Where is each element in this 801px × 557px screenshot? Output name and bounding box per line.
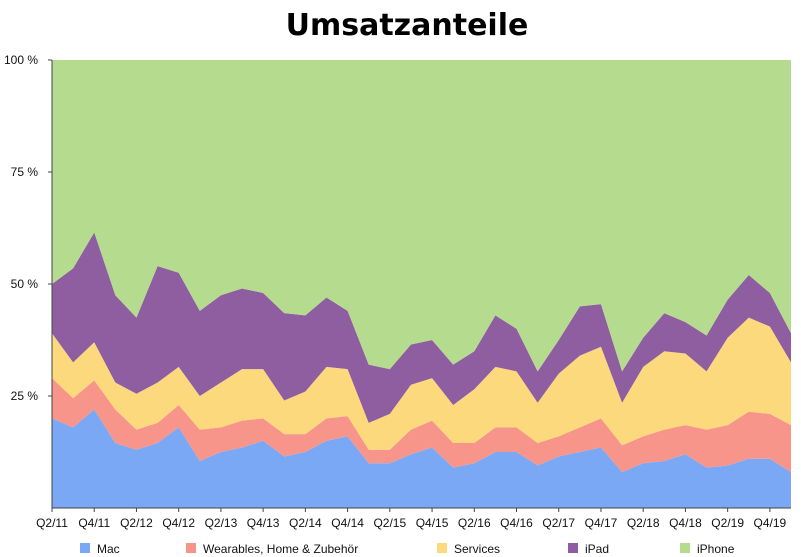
legend-item: iPad (568, 542, 609, 556)
x-tick-label: Q2/13 (205, 516, 238, 530)
x-tick-label: Q2/14 (289, 516, 322, 530)
chart-title: Umsatzanteile (286, 8, 529, 43)
plot-areas (52, 60, 791, 508)
x-tick-label: Q4/16 (500, 516, 533, 530)
x-tick-label: Q4/18 (669, 516, 702, 530)
x-axis-ticks: Q2/11 Q4/11 Q2/12 Q4/12 Q2/13 Q4/13 Q2/14 Q4/14… (36, 508, 787, 530)
legend-item: Wearables, Home & Zubehör (186, 542, 358, 556)
legend-swatch (80, 543, 90, 553)
area-series-4 (52, 60, 791, 372)
area-series-0 (52, 409, 791, 508)
x-tick-label: Q2/12 (120, 516, 153, 530)
legend: Mac Wearables, Home & Zubehör Services iPad… (80, 542, 735, 556)
x-tick-label: Q4/11 (78, 516, 110, 530)
legend-item: iPhone (680, 542, 735, 556)
area-series-1 (52, 378, 791, 473)
x-tick-label: Q2/15 (373, 516, 406, 530)
legend-label: Wearables, Home & Zubehör (203, 542, 358, 556)
legend-item: Mac (80, 542, 120, 556)
legend-item: Services (437, 542, 500, 556)
y-tick-label: 25 % (11, 389, 39, 403)
legend-swatch (680, 543, 690, 553)
x-tick-label: Q4/15 (416, 516, 449, 530)
legend-swatch (186, 543, 196, 553)
x-tick-label: Q4/17 (585, 516, 618, 530)
y-axis-ticks: 100 % 75 % 50 % 25 % (4, 53, 52, 403)
x-tick-label: Q4/12 (162, 516, 195, 530)
x-tick-label: Q4/19 (754, 516, 787, 530)
x-tick-label: Q2/11 (36, 516, 68, 530)
y-tick-label: 50 % (11, 277, 39, 291)
legend-swatch (568, 543, 578, 553)
area-series-2 (52, 317, 791, 450)
legend-label: iPhone (697, 542, 735, 556)
y-tick-label: 100 % (4, 53, 38, 67)
x-tick-label: Q2/19 (711, 516, 744, 530)
area-series-3 (52, 232, 791, 423)
legend-swatch (437, 543, 447, 553)
x-tick-label: Q4/14 (331, 516, 364, 530)
x-tick-label: Q2/18 (627, 516, 660, 530)
x-tick-label: Q2/17 (542, 516, 575, 530)
legend-label: Services (454, 542, 500, 556)
x-tick-label: Q4/13 (247, 516, 280, 530)
legend-label: Mac (97, 542, 120, 556)
y-tick-label: 75 % (11, 165, 39, 179)
x-tick-label: Q2/16 (458, 516, 491, 530)
legend-label: iPad (585, 542, 609, 556)
